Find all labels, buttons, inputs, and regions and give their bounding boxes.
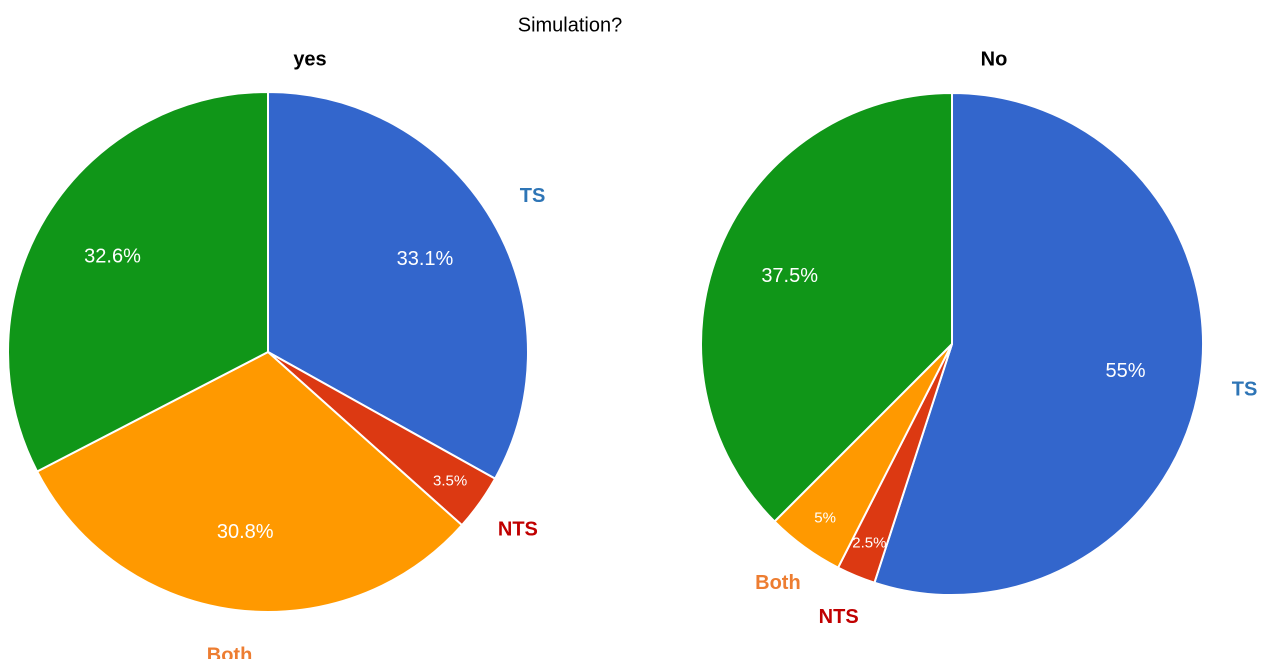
value-label: 37.5% [761, 265, 818, 287]
pie-slice [873, 91, 1205, 596]
pie-slice [7, 90, 269, 473]
pie-slice [267, 90, 529, 481]
category-label: NTS [819, 606, 859, 628]
category-label: NTS [498, 518, 538, 540]
pie-title: No [981, 48, 1008, 70]
pie-title: yes [293, 48, 326, 70]
value-label: 33.1% [397, 248, 454, 270]
category-label: Both [755, 572, 801, 594]
category-label: TS [1232, 379, 1258, 401]
category-label: TS [520, 185, 546, 207]
main-title: Simulation? [518, 14, 623, 36]
category-label: Both [207, 645, 253, 659]
value-label: 32.6% [84, 246, 141, 268]
value-label: 2.5% [852, 534, 886, 551]
value-label: 55% [1106, 360, 1146, 382]
pie-slice [699, 91, 953, 523]
value-label: 5% [814, 510, 836, 527]
value-label: 30.8% [217, 521, 274, 543]
value-label: 3.5% [433, 473, 467, 490]
